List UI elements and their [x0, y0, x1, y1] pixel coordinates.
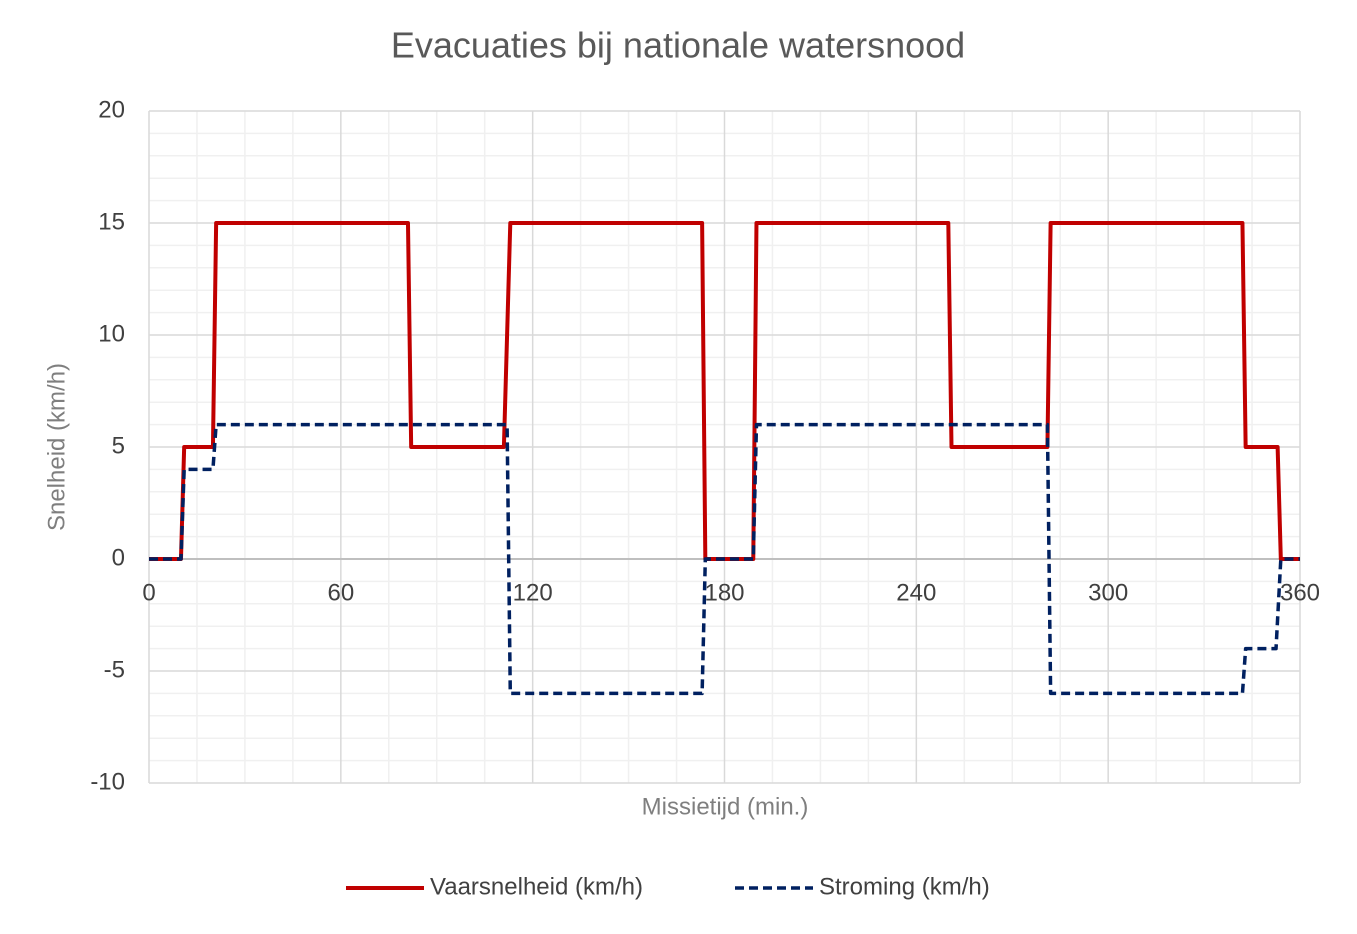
chart-title: Evacuaties bij nationale watersnood — [391, 25, 965, 66]
x-tick-label: 300 — [1088, 579, 1128, 606]
y-axis-title: Snelheid (km/h) — [43, 363, 70, 531]
legend-label: Vaarsnelheid (km/h) — [430, 873, 643, 900]
series-line — [149, 422, 1300, 696]
x-tick-label: 240 — [896, 579, 936, 606]
y-tick-label: 20 — [98, 96, 125, 123]
x-tick-label: 0 — [142, 579, 155, 606]
legend-label: Stroming (km/h) — [819, 873, 990, 900]
series-line — [149, 221, 1300, 561]
y-tick-label: -5 — [104, 656, 125, 683]
x-tick-label: 60 — [327, 579, 354, 606]
x-tick-label: 120 — [513, 579, 553, 606]
y-tick-label: 10 — [98, 320, 125, 347]
x-tick-label: 360 — [1280, 579, 1320, 606]
y-tick-label: 5 — [112, 432, 125, 459]
x-tick-label: 180 — [704, 579, 744, 606]
y-tick-label: 0 — [112, 544, 125, 571]
y-tick-label: -10 — [90, 768, 125, 795]
y-tick-label: 15 — [98, 208, 125, 235]
x-axis-title: Missietijd (min.) — [642, 793, 809, 820]
